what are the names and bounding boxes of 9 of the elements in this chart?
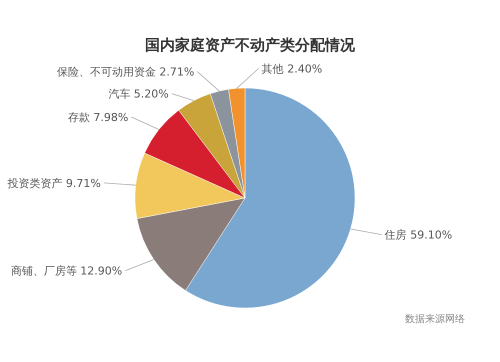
slice-label: 汽车 5.20% <box>108 88 169 101</box>
slice-label: 住房 59.10% <box>384 228 452 242</box>
slice-label: 保险、不可动用资金 2.71% <box>56 66 194 79</box>
slice-label: 存款 7.98% <box>68 111 128 124</box>
slice-label: 商铺、厂房等 12.90% <box>10 264 122 278</box>
chart-title: 国内家庭资产不动产类分配情况 <box>145 36 356 54</box>
text: 数据来源网络 <box>405 313 465 325</box>
slice-label: 投资类资产 9.71% <box>6 176 101 190</box>
slice-label: 其他 2.40% <box>262 62 322 76</box>
